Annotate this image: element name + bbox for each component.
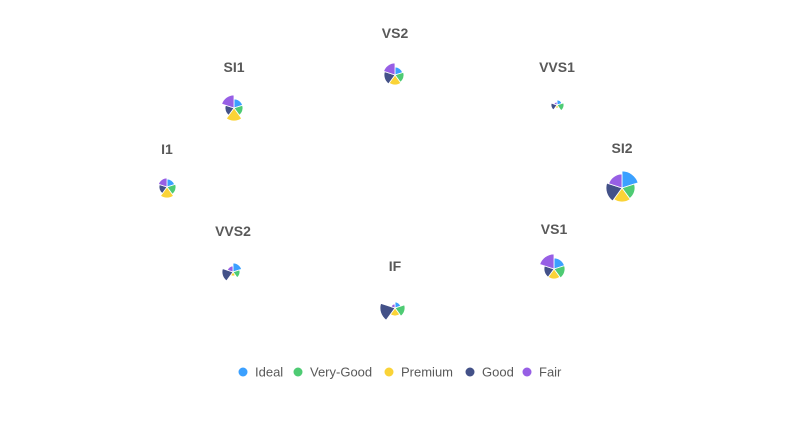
glyph-label-vs2: VS2 xyxy=(382,25,409,41)
glyph-label-si2: SI2 xyxy=(611,140,632,156)
legend-item-good[interactable]: Good xyxy=(465,365,514,380)
glyph-si2: SI2 xyxy=(605,140,639,203)
slice-si2-good[interactable] xyxy=(605,182,623,202)
slice-vs1-very-good[interactable] xyxy=(553,265,566,279)
glyph-label-vs1: VS1 xyxy=(541,221,568,237)
legend-label: Very-Good xyxy=(310,365,372,380)
glyph-layer: VS2 VVS1 SI1 SI2 I1 VS1 VVS2 IF xyxy=(157,25,639,321)
slice-vs2-fair[interactable] xyxy=(383,62,396,76)
glyph-if: IF xyxy=(379,258,406,321)
legend-item-ideal[interactable]: Ideal xyxy=(238,365,284,380)
slice-i1-premium[interactable] xyxy=(159,186,175,199)
legend-marker xyxy=(384,367,394,377)
glyph-label-vvs1: VVS1 xyxy=(539,59,575,75)
slice-i1-fair[interactable] xyxy=(157,177,168,188)
slice-vvs1-very-good[interactable] xyxy=(556,102,565,112)
slice-vvs2-good[interactable] xyxy=(221,268,234,282)
slice-if-very-good[interactable] xyxy=(394,304,406,317)
slice-si2-fair[interactable] xyxy=(608,173,623,189)
slice-if-fair[interactable] xyxy=(390,303,396,309)
glyph-vs2: VS2 xyxy=(382,25,409,86)
legend-label: Premium xyxy=(401,365,453,380)
glyph-label-vvs2: VVS2 xyxy=(215,223,251,239)
legend-marker xyxy=(293,367,303,377)
legend: Ideal Very-Good Premium Good Fair xyxy=(238,365,563,380)
legend-label: Good xyxy=(482,365,514,380)
glyph-vvs1: VVS1 xyxy=(539,59,575,112)
legend-item-very-good[interactable]: Very-Good xyxy=(293,365,373,380)
glyph-label-i1: I1 xyxy=(161,141,173,157)
slice-vvs2-fair[interactable] xyxy=(226,265,234,273)
legend-item-premium[interactable]: Premium xyxy=(384,365,454,380)
glyph-label-si1: SI1 xyxy=(223,59,244,75)
legend-marker xyxy=(465,367,475,377)
legend-marker xyxy=(238,367,248,377)
glyph-i1: I1 xyxy=(157,141,177,199)
slice-si1-fair[interactable] xyxy=(221,94,235,109)
legend-marker xyxy=(522,367,532,377)
slice-si1-premium[interactable] xyxy=(225,107,243,122)
glyph-vs1: VS1 xyxy=(539,221,568,280)
slice-vvs1-fair[interactable] xyxy=(553,101,558,106)
slice-if-good[interactable] xyxy=(379,302,396,321)
slice-vs1-fair[interactable] xyxy=(539,253,555,270)
legend-label: Fair xyxy=(539,365,562,380)
glyph-label-if: IF xyxy=(389,258,402,274)
legend-label: Ideal xyxy=(255,365,283,380)
legend-item-fair[interactable]: Fair xyxy=(522,365,563,380)
slice-vvs2-very-good[interactable] xyxy=(232,269,241,279)
glyph-si1: SI1 xyxy=(221,59,245,122)
glyph-vvs2: VVS2 xyxy=(215,223,251,282)
